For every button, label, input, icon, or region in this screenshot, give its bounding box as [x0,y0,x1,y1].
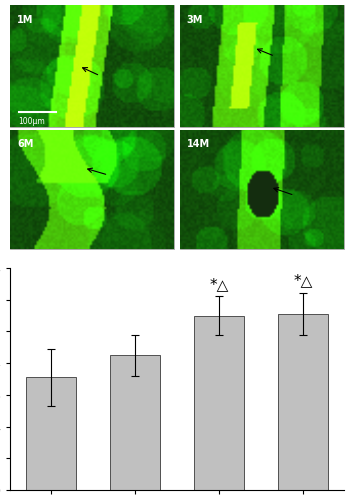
Bar [180,5,344,127]
Bar [194,316,244,490]
Bar [10,130,174,250]
Text: *△: *△ [209,276,229,291]
Bar [26,378,76,490]
Text: a: a [0,0,11,2]
Bar [278,314,328,490]
Bar [180,130,344,250]
Bar [110,355,160,490]
Text: *△: *△ [294,274,313,288]
Bar [10,5,174,127]
